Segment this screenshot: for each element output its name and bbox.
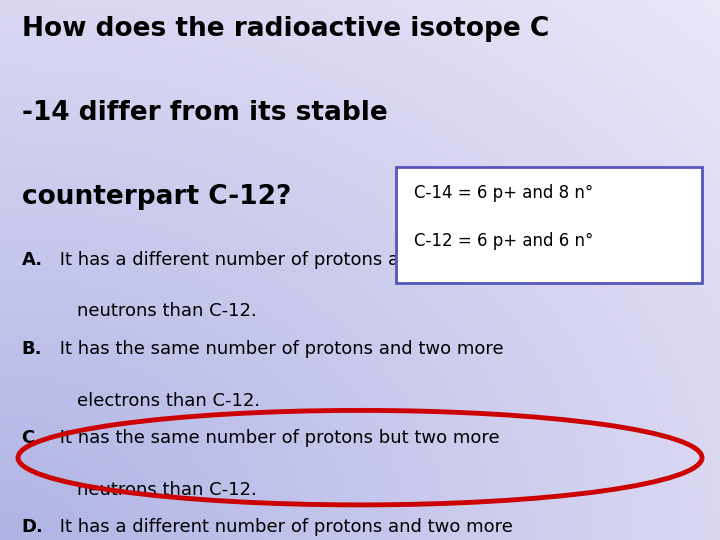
FancyBboxPatch shape bbox=[396, 167, 702, 284]
Text: It has a different number of protons and two more: It has a different number of protons and… bbox=[54, 518, 513, 536]
Text: B.: B. bbox=[22, 340, 42, 358]
Text: C-14 = 6 p+ and 8 n°: C-14 = 6 p+ and 8 n° bbox=[414, 184, 593, 201]
Text: It has a different number of protons and two less: It has a different number of protons and… bbox=[54, 251, 501, 269]
Text: It has the same number of protons but two more: It has the same number of protons but tw… bbox=[54, 429, 500, 447]
Text: neutrons than C-12.: neutrons than C-12. bbox=[54, 481, 257, 498]
Text: neutrons than C-12.: neutrons than C-12. bbox=[54, 302, 257, 320]
Text: -14 differ from its stable: -14 differ from its stable bbox=[22, 100, 387, 126]
Text: A.: A. bbox=[22, 251, 42, 269]
Text: It has the same number of protons and two more: It has the same number of protons and tw… bbox=[54, 340, 503, 358]
Text: How does the radioactive isotope C: How does the radioactive isotope C bbox=[22, 16, 549, 42]
Text: D.: D. bbox=[22, 518, 43, 536]
Text: C-12 = 6 p+ and 6 n°: C-12 = 6 p+ and 6 n° bbox=[414, 232, 593, 250]
Text: counterpart C-12?: counterpart C-12? bbox=[22, 184, 291, 210]
Text: C.: C. bbox=[22, 429, 42, 447]
Text: electrons than C-12.: electrons than C-12. bbox=[54, 392, 260, 409]
